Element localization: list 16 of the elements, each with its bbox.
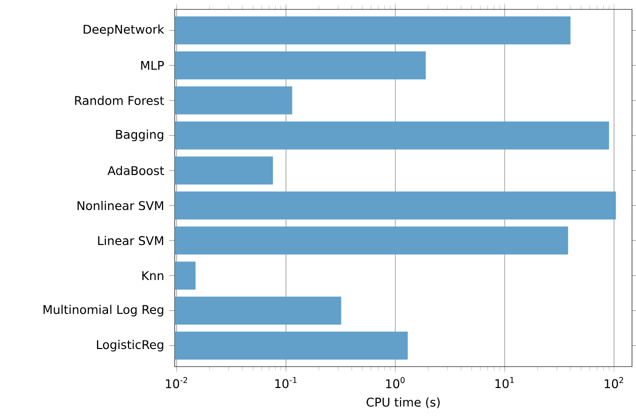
x-tick-label: 10$^{0}$ xyxy=(386,377,405,388)
y-tick-label: DeepNetwork xyxy=(84,24,164,36)
y-tick-label: MLP xyxy=(141,61,164,70)
x-tick-label: 10$^{2}$ xyxy=(604,377,624,388)
y-tick-label: LogisticReg xyxy=(97,340,164,352)
x-tick-label: 10$^{1}$ xyxy=(495,377,514,388)
y-tick-label: Bagging xyxy=(116,130,164,142)
x-tick-label: 10$^{-1}$ xyxy=(275,377,297,388)
x-axis-title: CPU time (s) xyxy=(366,397,440,408)
y-tick-label: AdaBoost xyxy=(108,166,164,176)
y-tick-label: Nonlinear SVM xyxy=(78,200,164,210)
y-tick-label: Random Forest xyxy=(75,96,164,106)
y-tick-label: Linear SVM xyxy=(98,236,164,246)
y-tick-label: Multinomial Log Reg xyxy=(44,304,164,316)
y-tick-label: Knn xyxy=(142,271,164,280)
x-tick-label: 10$^{-2}$ xyxy=(166,377,188,388)
